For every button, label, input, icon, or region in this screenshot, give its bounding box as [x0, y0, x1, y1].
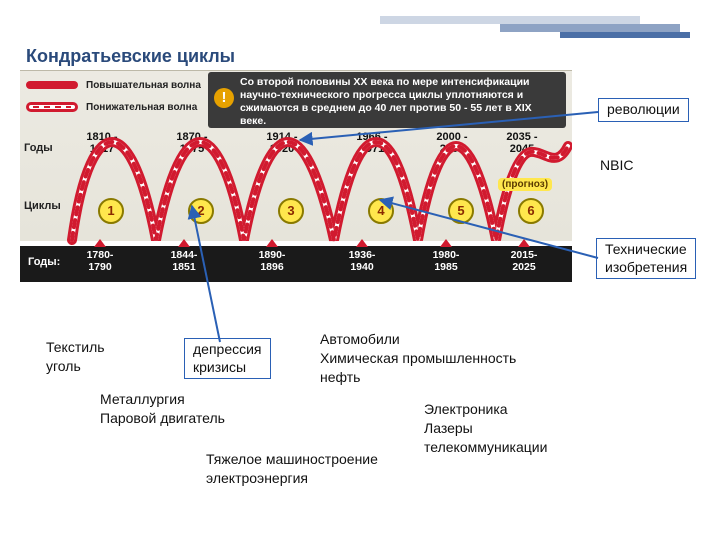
- header-decoration: [380, 10, 680, 40]
- trough-year-label: 1780- 1790: [74, 250, 126, 273]
- cycle-badge: 1: [98, 198, 124, 224]
- exclamation-icon: !: [214, 88, 234, 108]
- forecast-badge: (прогноз): [498, 178, 552, 191]
- callout-depression: депрессия кризисы: [184, 338, 271, 379]
- trough-pointer-icon: [178, 239, 190, 247]
- legend-swatch-up: [26, 81, 78, 89]
- trough-pointer-icon: [440, 239, 452, 247]
- trough-year-label: 2015- 2025: [498, 250, 550, 273]
- callout-tech-inventions: Технические изобретения: [596, 238, 696, 279]
- trough-pointer-icon: [518, 239, 530, 247]
- trough-year-label: 1980- 1985: [420, 250, 472, 273]
- label-nbic: NBIC: [600, 156, 633, 175]
- years-bottom-label: Годы:: [28, 256, 60, 268]
- sector-electronics: Электроника Лазеры телекоммуникации: [424, 400, 547, 457]
- cycle-badge: 2: [188, 198, 214, 224]
- cycle-badge: 5: [448, 198, 474, 224]
- page-title: Кондратьевские циклы: [26, 46, 235, 67]
- cycle-badge: 6: [518, 198, 544, 224]
- kondratiev-chart: Повышательная волна Понижательная волна …: [20, 70, 572, 330]
- sector-textile: Текстиль уголь: [46, 338, 105, 376]
- callout-revolutions: революции: [598, 98, 689, 122]
- wave-curve: [20, 128, 572, 246]
- trough-pointer-icon: [266, 239, 278, 247]
- trough-year-label: 1936- 1940: [336, 250, 388, 273]
- trough-pointer-icon: [356, 239, 368, 247]
- info-text: Со второй половины XX века по мере интен…: [240, 76, 532, 127]
- legend: Повышательная волна Понижательная волна: [26, 74, 202, 124]
- trough-year-label: 1890- 1896: [246, 250, 298, 273]
- legend-down-label: Понижательная волна: [86, 102, 197, 113]
- legend-swatch-down: [26, 102, 78, 112]
- trough-year-label: 1844- 1851: [158, 250, 210, 273]
- troughs-strip: Годы: 1780- 1790 1844- 1851 1890- 1896 1936…: [20, 246, 572, 282]
- sector-heavy: Тяжелое машиностроение электроэнергия: [206, 450, 378, 488]
- cycle-badge: 4: [368, 198, 394, 224]
- info-box: ! Со второй половины XX века по мере инт…: [208, 72, 566, 128]
- cycle-badge: 3: [278, 198, 304, 224]
- sector-auto: Автомобили Химическая промышленность неф…: [320, 330, 516, 387]
- trough-pointer-icon: [94, 239, 106, 247]
- sector-metallurgy: Металлургия Паровой двигатель: [100, 390, 225, 428]
- legend-up-label: Повышательная волна: [86, 80, 201, 91]
